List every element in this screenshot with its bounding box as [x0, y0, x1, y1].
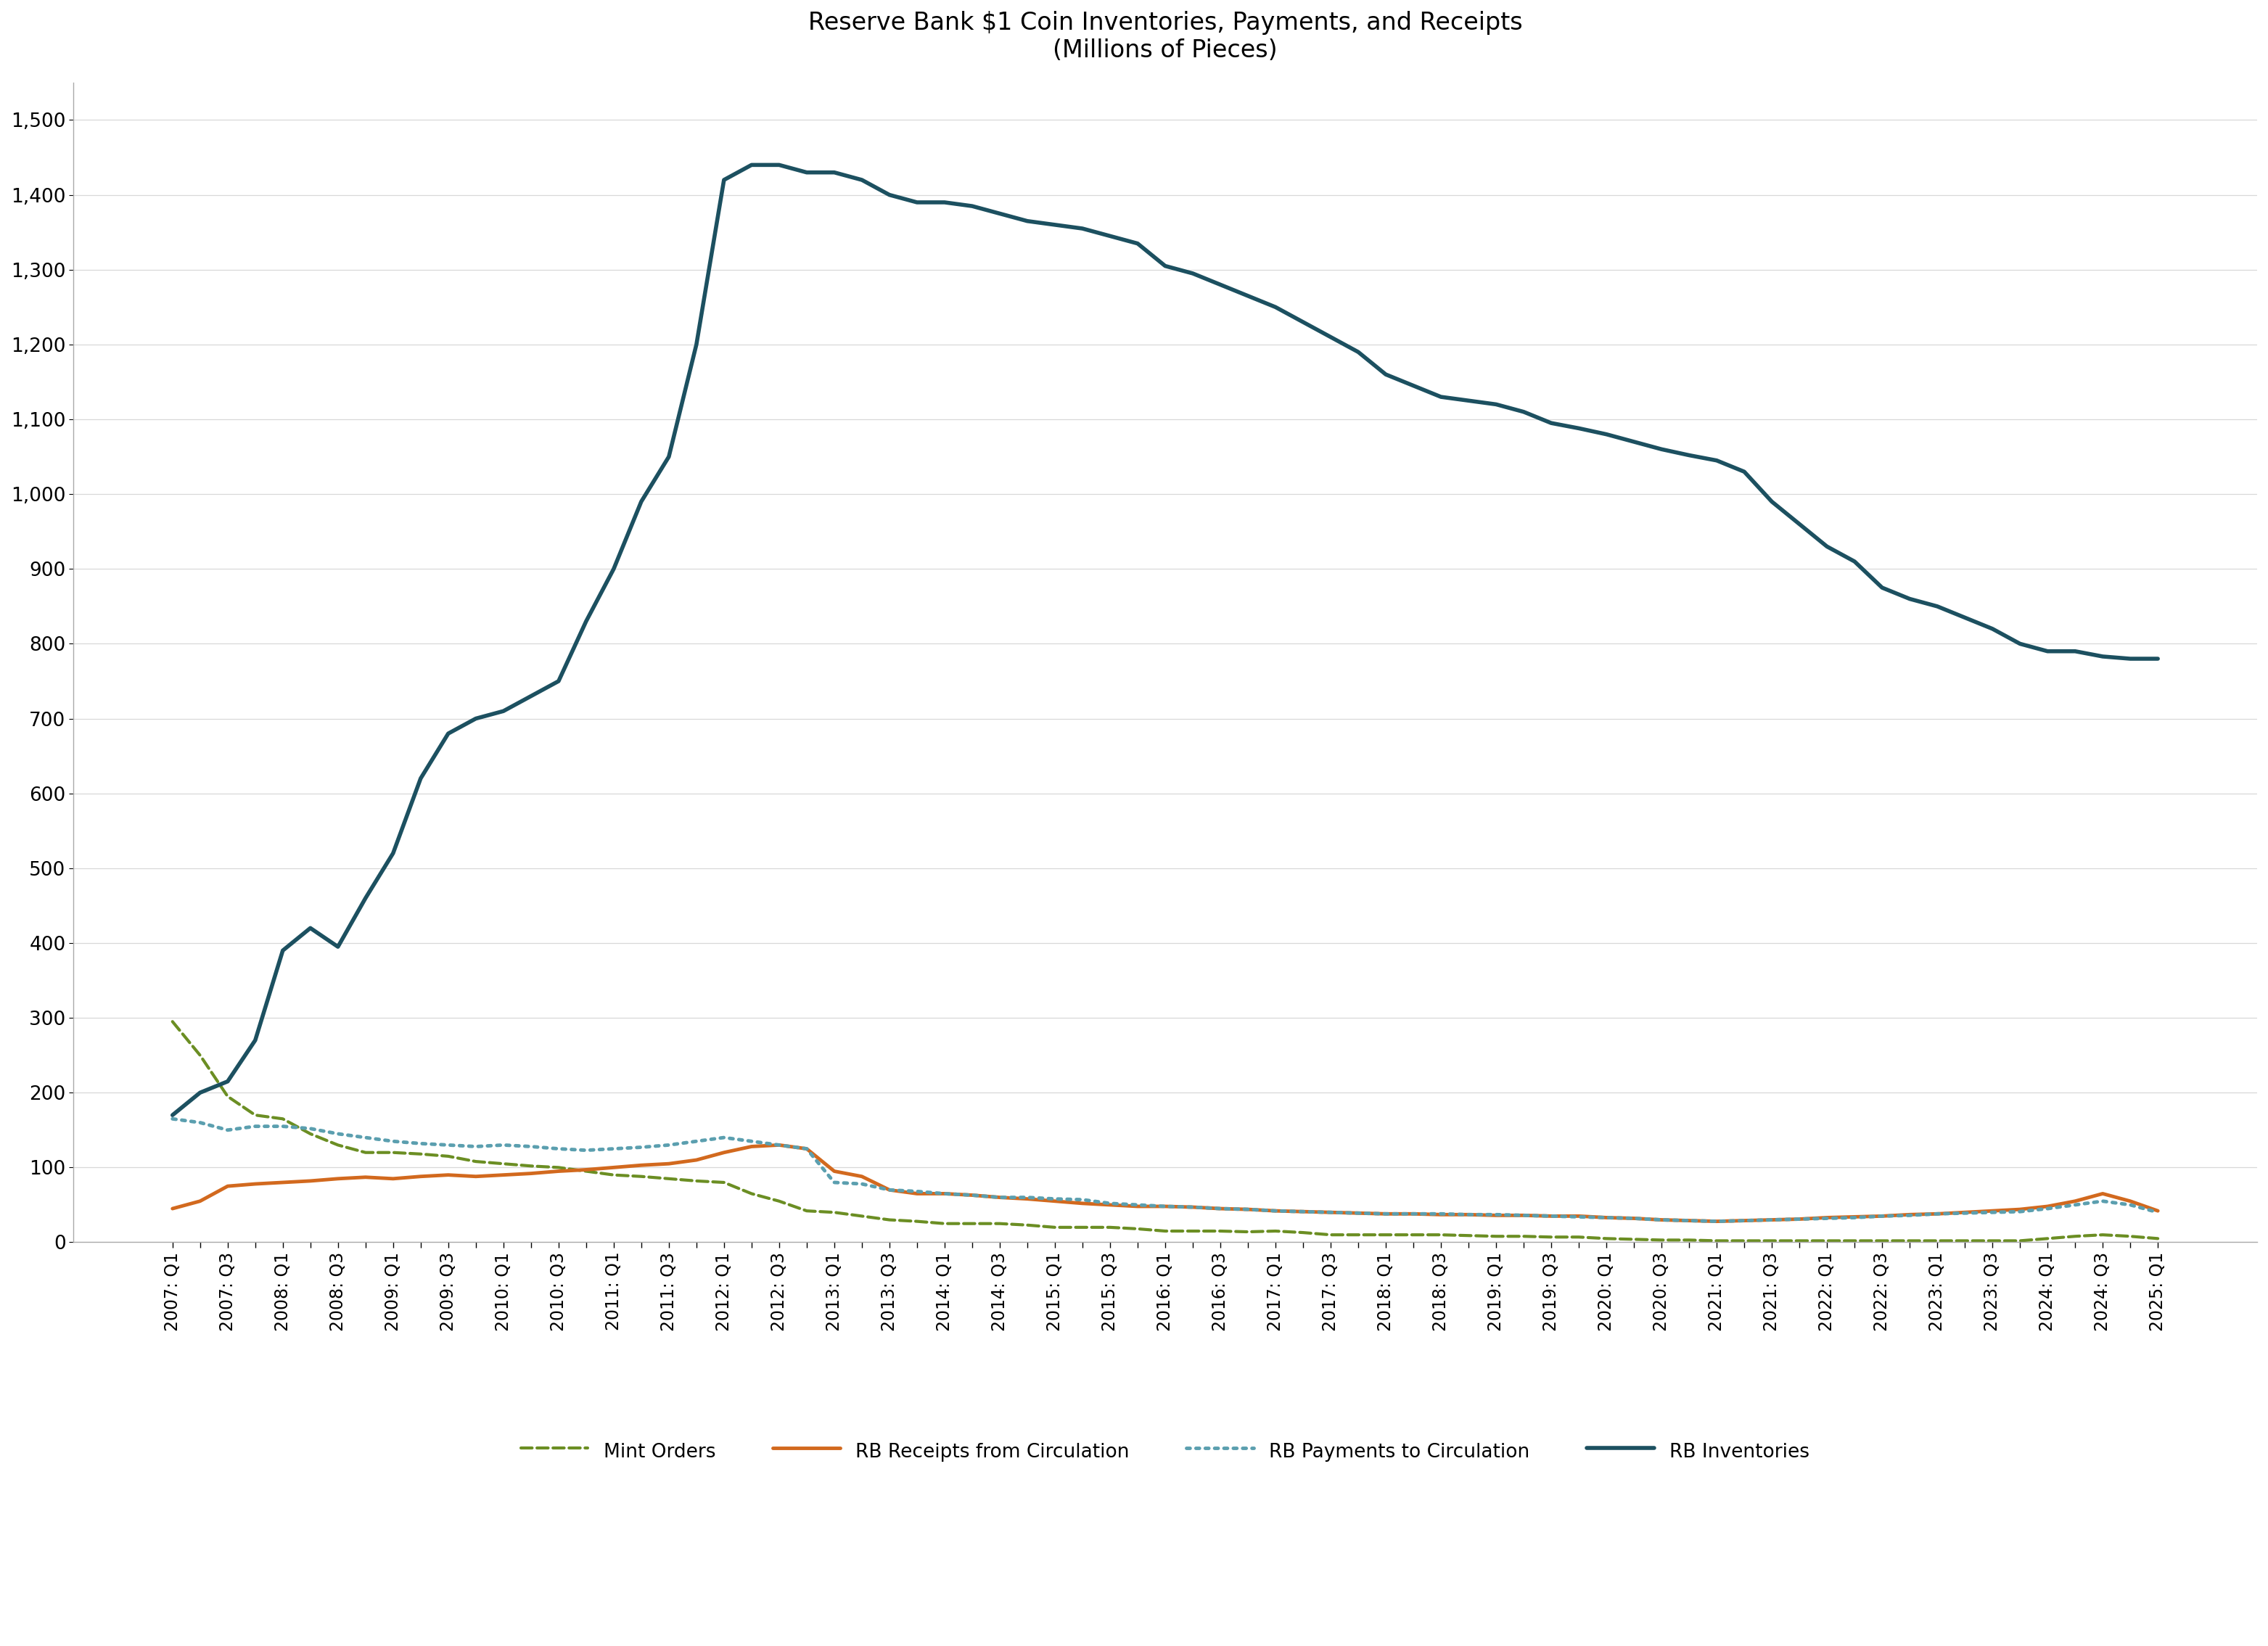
RB Payments to Circulation [1978, 1203, 2005, 1223]
RB Inventories [737, 155, 764, 174]
RB Inventories [1179, 263, 1207, 283]
RB Inventories [2143, 649, 2170, 668]
Line: RB Receipts from Circulation: RB Receipts from Circulation [172, 1146, 2157, 1221]
RB Payments to Circulation [601, 1139, 628, 1159]
RB Inventories [159, 1104, 186, 1124]
RB Receipts from Circulation [848, 1167, 875, 1187]
RB Payments to Circulation [159, 1109, 186, 1129]
RB Payments to Circulation [2143, 1203, 2170, 1223]
RB Payments to Circulation [1842, 1208, 1869, 1228]
RB Receipts from Circulation [1179, 1197, 1207, 1216]
Mint Orders [601, 1165, 628, 1185]
RB Inventories [848, 170, 875, 189]
RB Receipts from Circulation [601, 1157, 628, 1177]
Line: RB Inventories: RB Inventories [172, 165, 2157, 1114]
Mint Orders [1152, 1221, 1179, 1241]
RB Receipts from Circulation [1923, 1203, 1950, 1223]
RB Receipts from Circulation [767, 1136, 794, 1155]
RB Payments to Circulation [1703, 1211, 1730, 1231]
RB Receipts from Circulation [159, 1198, 186, 1218]
RB Payments to Circulation [1152, 1197, 1179, 1216]
RB Inventories [601, 560, 628, 579]
Line: Mint Orders: Mint Orders [172, 1022, 2157, 1241]
RB Receipts from Circulation [2143, 1202, 2170, 1221]
RB Inventories [1896, 589, 1923, 609]
RB Receipts from Circulation [1869, 1207, 1896, 1226]
Mint Orders [2143, 1228, 2170, 1248]
Mint Orders [821, 1203, 848, 1223]
Title: Reserve Bank $1 Coin Inventories, Payments, and Receipts
(Millions of Pieces): Reserve Bank $1 Coin Inventories, Paymen… [807, 12, 1522, 63]
RB Receipts from Circulation [2007, 1200, 2034, 1220]
RB Payments to Circulation [1896, 1205, 1923, 1225]
Mint Orders [1703, 1231, 1730, 1251]
Legend: Mint Orders, RB Receipts from Circulation, RB Payments to Circulation, RB Invent: Mint Orders, RB Receipts from Circulatio… [513, 1432, 1817, 1470]
Mint Orders [1842, 1231, 1869, 1251]
Mint Orders [1896, 1231, 1923, 1251]
RB Payments to Circulation [821, 1172, 848, 1192]
Line: RB Payments to Circulation: RB Payments to Circulation [172, 1119, 2157, 1221]
Mint Orders [1978, 1231, 2005, 1251]
Mint Orders [159, 1012, 186, 1032]
RB Inventories [1842, 551, 1869, 571]
RB Inventories [1978, 619, 2005, 639]
RB Receipts from Circulation [1703, 1211, 1730, 1231]
